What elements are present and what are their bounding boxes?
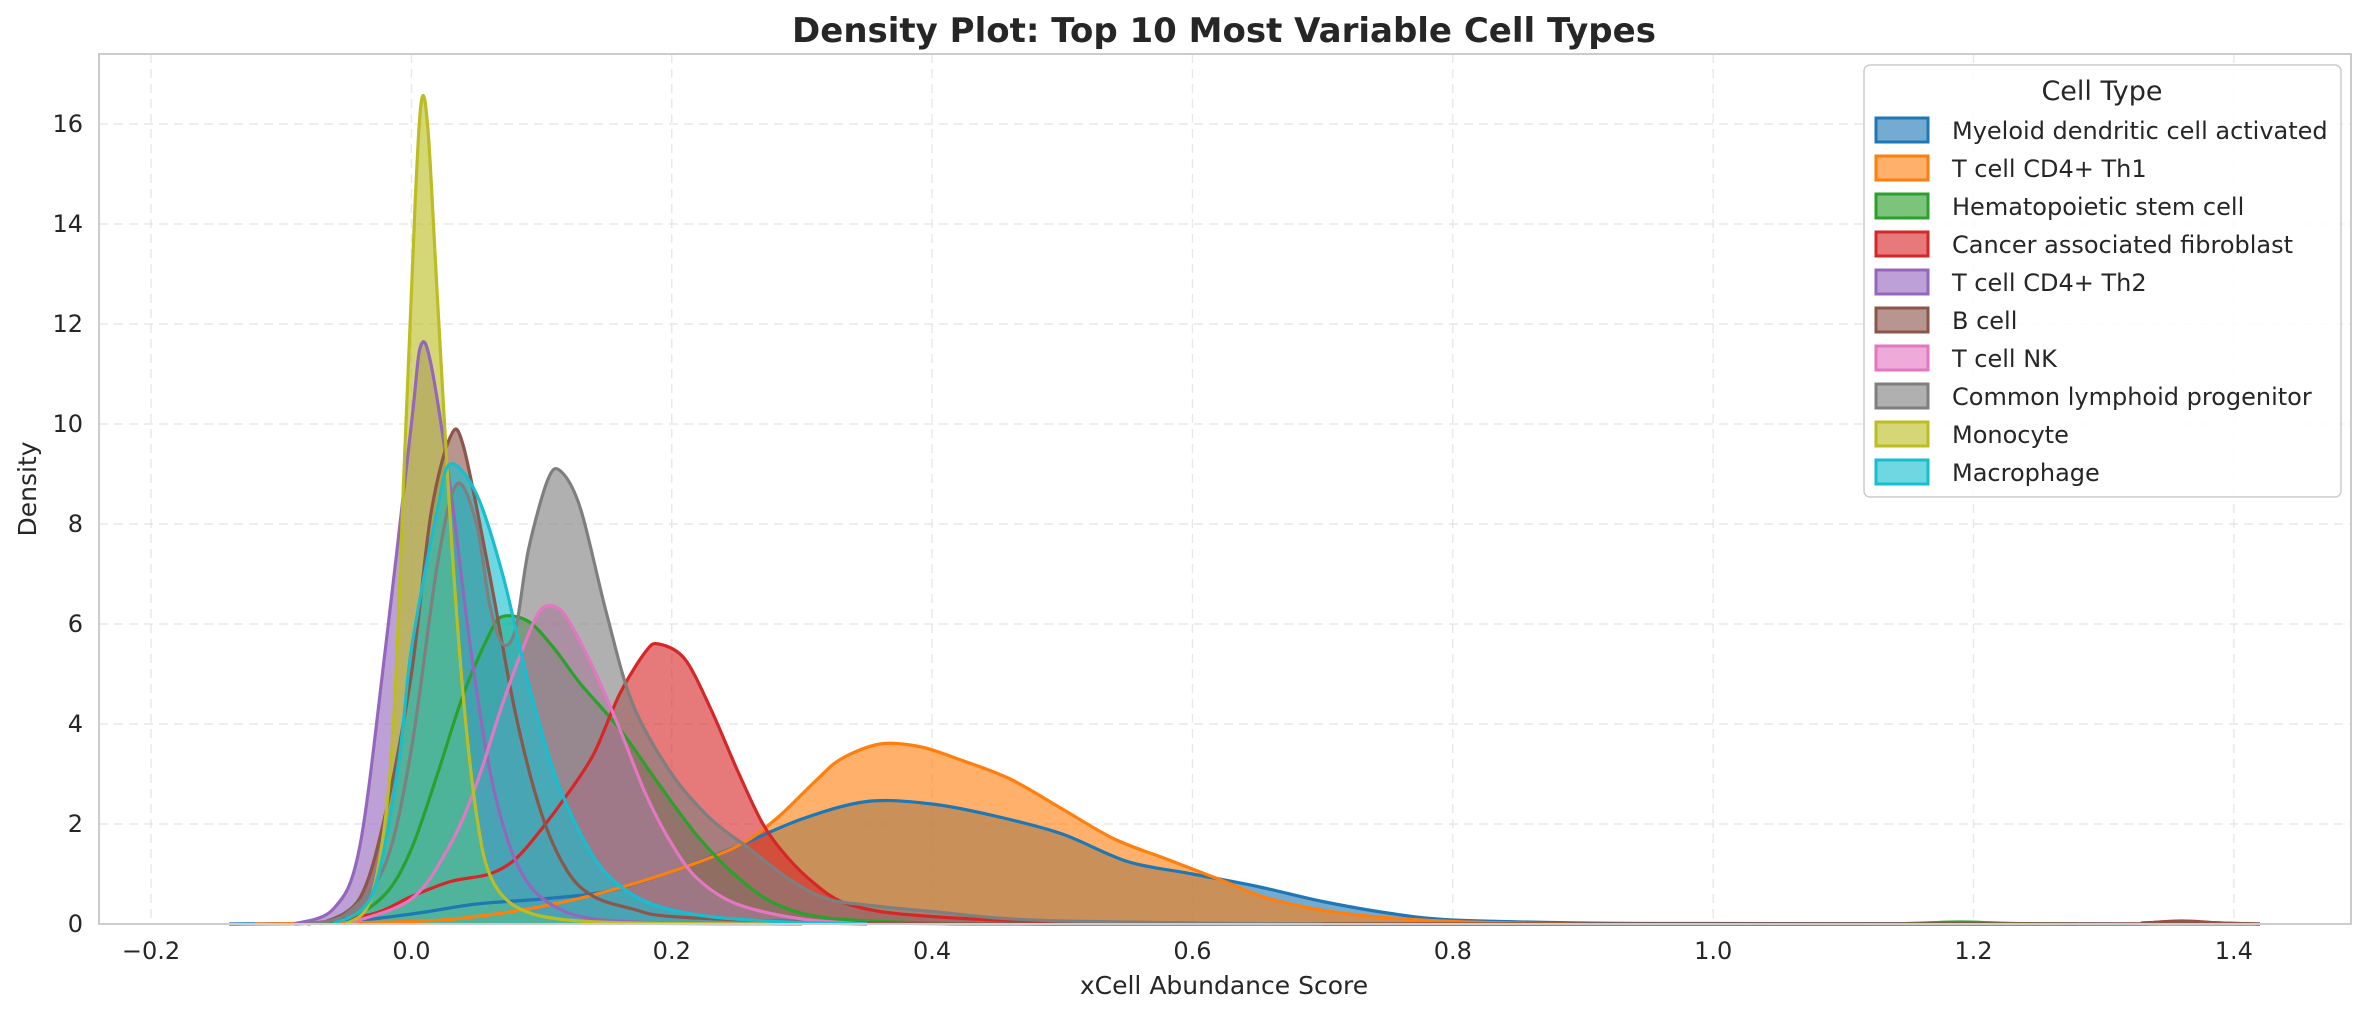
legend-swatch-macrophage (1874, 458, 1930, 486)
legend-swatch-b-cell (1874, 306, 1930, 334)
density-line-t-cell-cd4-th1 (255, 741, 1584, 926)
legend-title: Cell Type (2041, 76, 2162, 107)
legend-swatch-t-cell-cd4-th1 (1874, 154, 1930, 182)
legend-label-macrophage: Macrophage (1952, 459, 2100, 487)
legend-label-t-cell-cd4-th2: T cell CD4+ Th2 (1951, 269, 2147, 297)
density-line-t-cell-nk (345, 603, 868, 926)
x-tick-label: 1.2 (1954, 937, 1992, 965)
y-tick-label: 14 (52, 210, 83, 238)
x-tick-label: 1.0 (1694, 937, 1732, 965)
y-axis-label: Density (13, 441, 42, 536)
legend-swatch-t-cell-cd4-th2 (1874, 268, 1930, 296)
legend-label-b-cell: B cell (1952, 307, 2017, 335)
x-axis-label: xCell Abundance Score (1080, 971, 1368, 1000)
density-line-macrophage (332, 462, 868, 926)
x-tick-label: 0.2 (653, 937, 691, 965)
y-tick-label: 4 (68, 710, 83, 738)
y-tick-label: 2 (68, 810, 83, 838)
legend-swatch-myeloid-dendritic-cell-activated (1874, 116, 1930, 144)
legend-label-t-cell-nk: T cell NK (1951, 345, 2058, 373)
density-line-common-lymphoid-progenitor (306, 466, 1323, 926)
x-axis-ticks: −0.2 0.0 0.2 0.4 0.6 0.8 1.0 1.2 1.4 (122, 937, 2253, 965)
x-tick-label: 1.4 (2215, 937, 2253, 965)
x-tick-label: 0.4 (913, 937, 951, 965)
y-tick-label: 8 (68, 510, 83, 538)
legend-swatch-hematopoietic-stem-cell (1874, 192, 1930, 220)
y-tick-label: 12 (52, 310, 83, 338)
x-tick-label: 0.0 (392, 937, 430, 965)
y-tick-label: 0 (68, 910, 83, 938)
y-axis-ticks: 0 2 4 6 8 10 12 14 16 (52, 110, 83, 938)
legend-box (1863, 64, 2342, 498)
legend-label-t-cell-cd4-th1: T cell CD4+ Th1 (1951, 155, 2147, 183)
x-tick-label: −0.2 (122, 937, 180, 965)
legend-swatch-t-cell-nk (1874, 344, 1930, 372)
legend-label-common-lymphoid-progenitor: Common lymphoid progenitor (1952, 383, 2312, 411)
legend-label-monocyte: Monocyte (1952, 421, 2069, 449)
x-tick-label: 0.6 (1173, 937, 1211, 965)
legend-swatch-common-lymphoid-progenitor (1874, 382, 1930, 410)
legend-swatch-cancer-associated-fibroblast (1874, 230, 1930, 258)
density-area-t-cell-cd4-th1 (255, 743, 1584, 924)
y-tick-label: 16 (52, 110, 83, 138)
x-tick-label: 0.8 (1434, 937, 1472, 965)
legend-label-hematopoietic-stem-cell: Hematopoietic stem cell (1952, 193, 2244, 221)
density-line-monocyte (345, 93, 802, 926)
legend-items: Myeloid dendritic cell activated T cell C… (1874, 116, 2328, 487)
legend-label-cancer-associated-fibroblast: Cancer associated fibroblast (1952, 231, 2293, 259)
chart-title: Density Plot: Top 10 Most Variable Cell … (792, 11, 1656, 51)
legend-label-myeloid-dendritic-cell-activated: Myeloid dendritic cell activated (1952, 117, 2328, 145)
plot-frame (98, 53, 2352, 925)
y-tick-label: 6 (68, 610, 83, 638)
legend-swatch-monocyte (1874, 420, 1930, 448)
y-tick-label: 10 (52, 410, 83, 438)
legend: Cell Type Myeloid dendritic cell activat… (1863, 64, 2342, 498)
